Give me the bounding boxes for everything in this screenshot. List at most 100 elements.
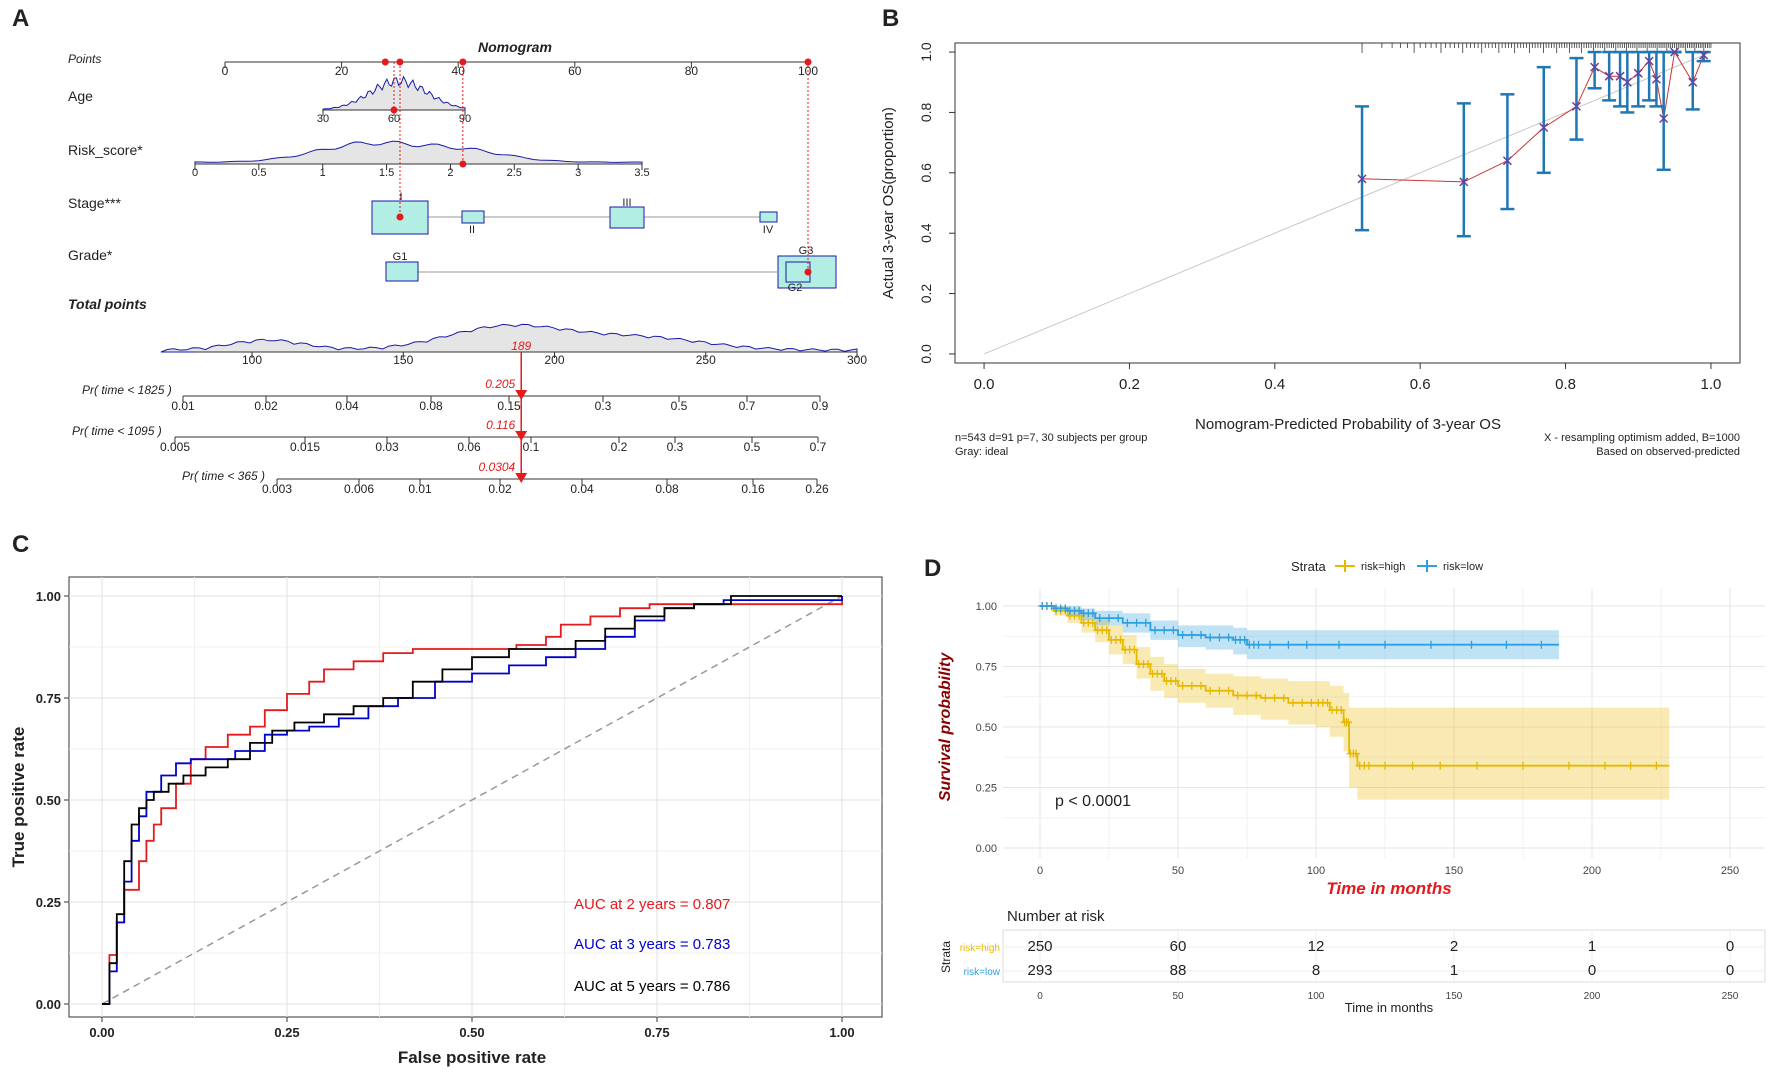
total-points-tick-label: 250	[696, 353, 716, 367]
risk-table-tick-label: 250	[1722, 991, 1739, 1002]
risk-table-x-label: Time in months	[1345, 1000, 1434, 1015]
censor-mark	[1178, 631, 1187, 639]
censor-mark	[1123, 618, 1132, 627]
age-tick-label: 30	[317, 113, 329, 125]
calibration-point	[1633, 68, 1643, 78]
risk-table-tick-label: 50	[1172, 991, 1184, 1002]
calibration-point	[1622, 77, 1632, 87]
y-tick-label: 1.0	[918, 42, 934, 62]
censor-mark	[1352, 749, 1360, 758]
panel-letter-a: A	[12, 5, 29, 32]
points-tick-label: 60	[568, 64, 582, 78]
censor-mark	[1537, 640, 1546, 649]
censor-mark	[1323, 698, 1332, 707]
plot-frame	[68, 576, 883, 1018]
calibration-point	[1502, 156, 1512, 166]
probability-tick-label: 0.02	[254, 399, 278, 413]
probability-tick-label: 0.26	[805, 482, 829, 496]
nomogram-row-label: Age	[68, 88, 93, 104]
censor-mark	[1095, 614, 1104, 623]
x-axis-label: Time in months	[1326, 879, 1451, 898]
nomogram-row-label: Total points	[68, 296, 147, 312]
risk-table-value: 0	[1588, 962, 1596, 979]
note-text: Based on observed-predicted	[1596, 446, 1740, 458]
nomogram-title: Nomogram	[478, 39, 552, 55]
selected-point-marker	[396, 58, 404, 66]
censor-mark	[1169, 626, 1178, 635]
y-axis-label: True positive rate	[9, 727, 28, 868]
censor-mark	[1284, 640, 1293, 649]
calibration-point	[1357, 174, 1367, 184]
stage-level-label: II	[469, 224, 475, 236]
censor-mark	[1105, 614, 1113, 623]
censor-mark	[1335, 640, 1343, 649]
nomogram-row-label: Points	[68, 52, 101, 66]
panel-b-calibration: 0.0 0.2 0.4 0.6 0.8 1.0 0.0 0.2 0.4 0.6 0.8 1.0 Nomo…	[880, 42, 1741, 458]
risk-table-value: 60	[1170, 938, 1187, 955]
risk-table-tick-label: 100	[1308, 991, 1325, 1002]
panel-d-survival: 0 50 100 150 200 2500.000.250.500.751.00Time …	[937, 559, 1766, 1015]
probability-tick-label: 0.005	[160, 440, 190, 454]
censor-mark	[1224, 686, 1233, 695]
censor-mark	[1652, 761, 1661, 770]
probability-arrow	[515, 390, 528, 400]
risk-score-tick-label: 3.5	[634, 167, 649, 179]
censor-mark	[1364, 761, 1373, 770]
probability-tick-label: 0.3	[667, 440, 684, 454]
panel-letter-b: B	[882, 5, 899, 32]
stage-level-label: I	[399, 191, 402, 203]
censor-mark	[1224, 633, 1233, 642]
calibration-point	[1644, 56, 1654, 66]
censor-mark	[1381, 640, 1389, 649]
x-tick-label: 0.0	[974, 376, 995, 393]
risk-table-value: 8	[1312, 962, 1320, 979]
probability-tick-label: 0.5	[671, 399, 688, 413]
risk-table-value: 293	[1027, 962, 1052, 979]
censor-mark	[1298, 698, 1307, 707]
legend-auc-2-years: AUC at 2 years = 0.807	[574, 896, 730, 913]
points-tick-label: 80	[685, 64, 699, 78]
roc-curve	[102, 596, 843, 1005]
grade-level-label: G2	[788, 282, 803, 294]
censor-mark	[1171, 677, 1180, 685]
grade-box	[385, 261, 419, 282]
points-tick-label: 40	[452, 64, 466, 78]
probability-tick-label: 0.1	[523, 440, 540, 454]
x-tick-label: 50	[1172, 865, 1184, 877]
y-tick-label: 0.25	[36, 895, 61, 910]
censor-mark	[1307, 698, 1316, 707]
x-tick-label: 0	[1037, 865, 1043, 877]
probability-row-label: Pr( time < 1825 )	[82, 383, 172, 397]
censor-mark	[1206, 686, 1215, 695]
p-value-label: p < 0.0001	[1055, 793, 1131, 810]
x-tick-label: 0.00	[89, 1025, 114, 1040]
probability-value: 0.0304	[479, 460, 516, 474]
probability-tick-label: 0.5	[744, 440, 761, 454]
censor-mark	[1344, 718, 1353, 727]
censor-mark	[1144, 660, 1153, 669]
probability-tick-label: 0.16	[741, 482, 765, 496]
panel-c-roc: 0.00 0.25 0.50 0.75 1.00 0.00 0.25 0.50 0.75 1.00…	[9, 576, 883, 1067]
censor-mark	[1197, 631, 1205, 639]
calibration-point	[1670, 47, 1680, 57]
risk-table-row-label: risk=high	[960, 943, 1000, 954]
probability-tick-label: 0.01	[408, 482, 432, 496]
risk-table-tick-label: 150	[1446, 991, 1463, 1002]
x-tick-label: 1.00	[829, 1025, 854, 1040]
y-axis-label: Survival probability	[937, 652, 954, 802]
censor-mark	[1102, 626, 1111, 635]
censor-mark	[1075, 606, 1084, 615]
calibration-point	[1615, 71, 1625, 81]
probability-tick-label: 0.02	[488, 482, 512, 496]
selected-point-marker	[804, 58, 812, 66]
probability-tick-label: 0.15	[497, 399, 521, 413]
y-tick-label: 0.50	[36, 793, 61, 808]
probability-row-label: Pr( time < 365 )	[182, 469, 265, 483]
selected-point-marker	[459, 58, 467, 66]
y-tick-label: 1.00	[976, 601, 997, 613]
probability-tick-label: 0.06	[457, 440, 481, 454]
censor-mark	[1114, 614, 1123, 623]
selected-point-marker	[804, 268, 812, 276]
